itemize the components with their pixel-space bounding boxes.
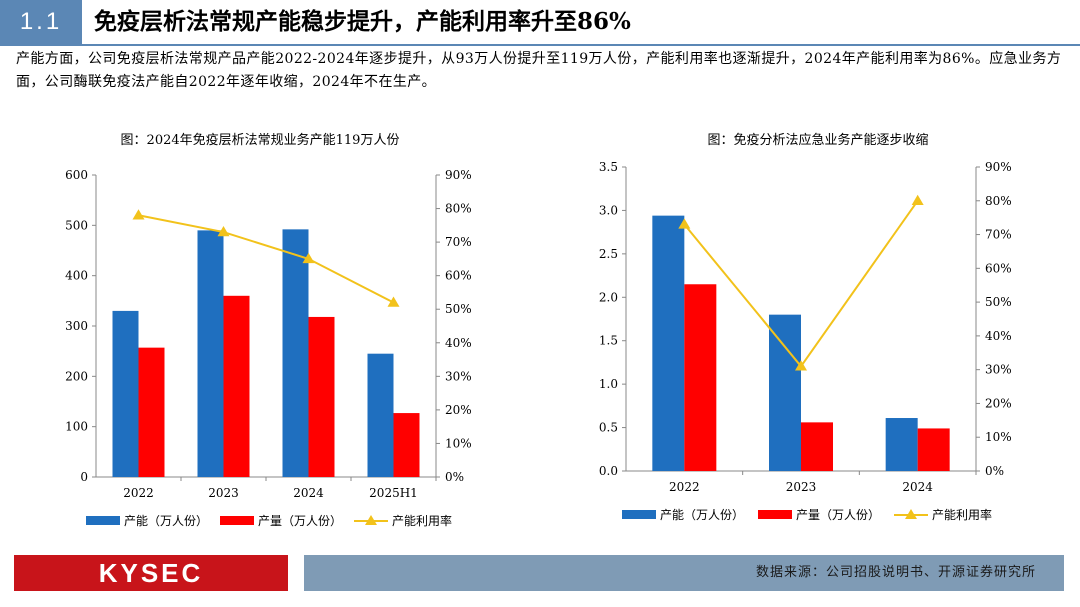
y-right-tick-label: 30%: [985, 363, 1012, 377]
utilization-point: [387, 296, 400, 307]
y-left-tick-label: 0.0: [599, 464, 618, 478]
capacity-bar: [282, 229, 309, 477]
capacity-bar: [769, 314, 801, 471]
legend-capacity-swatch: [622, 510, 656, 519]
capacity-bar: [652, 215, 685, 471]
y-right-tick-label: 80%: [985, 194, 1012, 208]
utilization-point: [132, 209, 145, 220]
legend-output-swatch: [758, 510, 792, 519]
output-bar: [917, 428, 950, 471]
legend-utilization-marker: [365, 515, 377, 525]
legend-capacity-swatch: [86, 516, 120, 525]
legend-utilization-label: 产能利用率: [932, 507, 992, 522]
y-right-tick-label: 0%: [445, 470, 464, 484]
y-left-tick-label: 2.0: [599, 290, 618, 304]
utilization-line: [138, 214, 394, 304]
summary-text: 产能方面，公司免疫层析法常规产品产能2022-2024年逐步提升，从93万人份提…: [16, 51, 1062, 90]
chart-right: 图：免疫分析法应急业务产能逐步收缩 0.0 0.5 1.0 1.5 2.0 2.5 3.0 3.…: [599, 132, 1012, 522]
y-left-tick-label: 400: [65, 269, 88, 283]
capacity-bar: [112, 310, 139, 477]
y-right-tick-label: 10%: [445, 436, 472, 450]
y-left-tick-label: 1.0: [599, 377, 618, 391]
chart-left: 图：2024年免疫层析法常规业务产能119万人份 0 100 200 300 400 500…: [65, 132, 472, 528]
y-left-tick-label: 1.5: [599, 334, 618, 348]
y-left-tick-label: 0.5: [599, 421, 618, 435]
x-tick-label: 2023: [786, 480, 817, 494]
legend-output-label: 产量（万人份）: [258, 514, 342, 528]
y-left-tick-label: 600: [65, 168, 88, 182]
legend-output-label: 产量（万人份）: [796, 508, 880, 522]
y-left-tick-label: 100: [65, 420, 88, 434]
legend-utilization-label: 产能利用率: [392, 513, 452, 528]
x-tick-label: 2022: [123, 486, 154, 500]
y-right-tick-label: 50%: [445, 302, 472, 316]
y-left-tick-label: 3.0: [599, 203, 618, 217]
y-right-tick-label: 20%: [445, 403, 472, 417]
page-title: 免疫层析法常规产能稳步提升，产能利用率升至86%: [94, 8, 631, 35]
y-right-tick-label: 70%: [445, 235, 472, 249]
y-right-tick-label: 70%: [985, 228, 1012, 242]
y-right-tick-label: 90%: [445, 168, 472, 182]
legend-capacity-label: 产能（万人份）: [660, 508, 744, 522]
y-left-tick-label: 3.5: [599, 160, 618, 174]
legend-utilization-marker: [905, 509, 917, 519]
capacity-bar: [197, 230, 224, 477]
y-left-tick-label: 500: [65, 218, 88, 232]
x-tick-label: 2023: [208, 486, 239, 500]
y-right-tick-label: 20%: [985, 396, 1012, 410]
brand-logo-text: KYSEC: [98, 558, 204, 588]
y-left-tick-label: 0: [80, 470, 88, 484]
utilization-point: [911, 194, 924, 205]
y-right-tick-label: 50%: [985, 295, 1012, 309]
y-left-tick-label: 300: [65, 319, 88, 333]
capacity-bar: [885, 418, 918, 471]
source-note: 数据来源：公司招股说明书、开源证券研究所: [755, 565, 1036, 580]
y-right-tick-label: 90%: [985, 160, 1012, 174]
legend-capacity-label: 产能（万人份）: [124, 514, 208, 528]
footer-bar: 数据来源：公司招股说明书、开源证券研究所: [304, 555, 1064, 591]
y-right-tick-label: 30%: [445, 369, 472, 383]
title-divider: [0, 44, 1080, 46]
y-right-tick-label: 60%: [985, 261, 1012, 275]
chart-title: 图：免疫分析法应急业务产能逐步收缩: [707, 132, 928, 148]
capacity-bar: [367, 353, 394, 477]
output-bar: [138, 347, 165, 477]
x-tick-label: 2024: [902, 480, 933, 494]
y-right-tick-label: 60%: [445, 269, 472, 283]
output-bar: [308, 316, 335, 477]
y-right-tick-label: 40%: [985, 329, 1012, 343]
x-tick-label: 2024: [293, 486, 324, 500]
y-left-tick-label: 2.5: [599, 247, 618, 261]
utilization-point: [217, 226, 230, 237]
y-right-tick-label: 80%: [445, 202, 472, 216]
utilization-point: [302, 252, 315, 264]
output-bar: [801, 422, 833, 471]
y-right-tick-label: 0%: [985, 464, 1004, 478]
legend-output-swatch: [220, 516, 254, 525]
section-number: 1.1: [0, 0, 82, 44]
utilization-point: [795, 360, 807, 371]
y-left-tick-label: 200: [65, 369, 88, 383]
y-right-tick-label: 40%: [445, 336, 472, 350]
x-tick-label: 2022: [669, 480, 700, 494]
output-bar: [223, 295, 250, 477]
y-right-tick-label: 10%: [985, 430, 1012, 444]
header: 1.1 免疫层析法常规产能稳步提升，产能利用率升至86%: [0, 0, 1080, 44]
output-bar: [393, 413, 420, 477]
utilization-point: [678, 218, 691, 229]
x-tick-label: 2025H1: [369, 486, 418, 500]
chart-title: 图：2024年免疫层析法常规业务产能119万人份: [121, 132, 400, 148]
output-bar: [684, 284, 717, 471]
brand-logo: KYSEC: [14, 555, 288, 591]
